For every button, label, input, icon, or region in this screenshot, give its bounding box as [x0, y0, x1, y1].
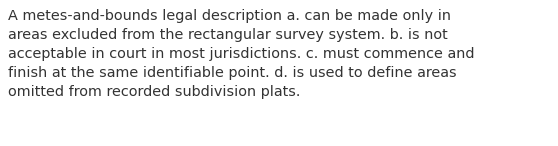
- Text: A metes-and-bounds legal description a. can be made only in
areas excluded from : A metes-and-bounds legal description a. …: [8, 9, 474, 99]
